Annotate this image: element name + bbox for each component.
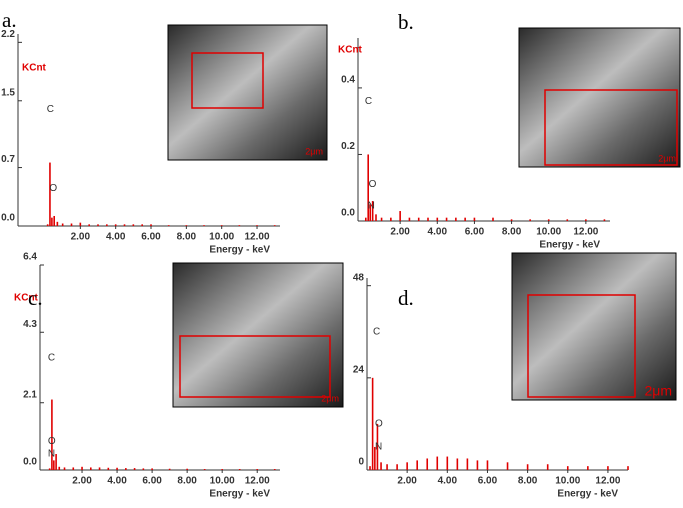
selection-box (544, 89, 678, 166)
x-axis-label: Energy - keV (539, 240, 600, 251)
scale-bar: 2μm (305, 146, 323, 156)
x-tick-label: 10.00 (536, 227, 561, 238)
panel-label: c. (28, 286, 43, 310)
y-tick-label: 2.1 (23, 389, 37, 400)
selection-box (179, 335, 331, 398)
sem-image (172, 262, 344, 408)
x-axis-label: Energy - keV (209, 245, 270, 256)
x-tick-label: 2.00 (72, 476, 92, 487)
selection-box (191, 52, 264, 109)
y-axis-label: KCnt (14, 293, 39, 304)
y-tick-label: 0.0 (23, 457, 37, 468)
y-tick-label: 4.3 (23, 319, 37, 330)
peak-label: O (369, 179, 377, 190)
x-tick-label: 12.00 (573, 227, 598, 238)
x-tick-label: 2.00 (71, 232, 91, 243)
peak-label: C (373, 326, 380, 337)
x-tick-label: 4.00 (106, 232, 126, 243)
scale-bar: 2μm (644, 383, 672, 399)
peak-label: N (375, 442, 382, 453)
x-tick-label: 8.00 (177, 232, 197, 243)
x-axis-label: Energy - keV (557, 489, 618, 500)
x-tick-label: 8.00 (518, 476, 538, 487)
sem-image (518, 27, 681, 168)
x-tick-label: 6.00 (141, 232, 161, 243)
y-tick-label: 0.0 (1, 213, 15, 224)
x-tick-label: 6.00 (478, 476, 498, 487)
peak-label: C (47, 104, 54, 115)
x-tick-label: 10.00 (210, 476, 235, 487)
x-tick-label: 2.00 (397, 476, 417, 487)
x-axis-label: Energy - keV (209, 489, 270, 500)
peak-label: O (375, 419, 383, 430)
x-tick-label: 8.00 (502, 227, 522, 238)
y-tick-label: 0.2 (341, 141, 355, 152)
scale-bar: 2μm (658, 153, 676, 163)
x-tick-label: 12.00 (245, 476, 270, 487)
y-tick-label: 6.4 (23, 252, 37, 263)
peak-label: N (368, 201, 375, 212)
peak-label: O (49, 183, 57, 194)
sem-image (167, 24, 328, 161)
x-tick-label: 8.00 (177, 476, 197, 487)
scale-bar: 2μm (321, 393, 339, 403)
panel-label: b. (398, 10, 414, 34)
peak-label: C (365, 96, 372, 107)
y-tick-label: 0.0 (341, 208, 355, 219)
selection-box (527, 294, 636, 398)
y-axis-label: KCnt (22, 63, 47, 74)
x-tick-label: 6.00 (465, 227, 485, 238)
x-tick-label: 6.00 (142, 476, 162, 487)
y-tick-label: 24 (353, 364, 365, 375)
x-tick-label: 10.00 (555, 476, 580, 487)
x-tick-label: 4.00 (438, 476, 458, 487)
peak-label: N (48, 449, 55, 460)
x-tick-label: 4.00 (428, 227, 448, 238)
sem-image (511, 252, 677, 401)
peak-label: O (48, 436, 56, 447)
y-tick-label: 1.5 (1, 87, 15, 98)
panel-label: d. (398, 286, 414, 310)
y-tick-label: 2.2 (1, 29, 15, 40)
x-tick-label: 12.00 (245, 232, 270, 243)
peak-label: C (48, 353, 55, 364)
x-tick-label: 4.00 (107, 476, 127, 487)
x-tick-label: 2.00 (390, 227, 410, 238)
panel-label: a. (2, 8, 17, 32)
y-tick-label: 0.4 (341, 75, 355, 86)
y-tick-label: 0 (358, 457, 364, 468)
x-tick-label: 10.00 (209, 232, 234, 243)
y-axis-label: KCnt (338, 45, 363, 56)
y-tick-label: 0.7 (1, 154, 15, 165)
x-tick-label: 12.00 (595, 476, 620, 487)
y-tick-label: 48 (353, 272, 365, 283)
